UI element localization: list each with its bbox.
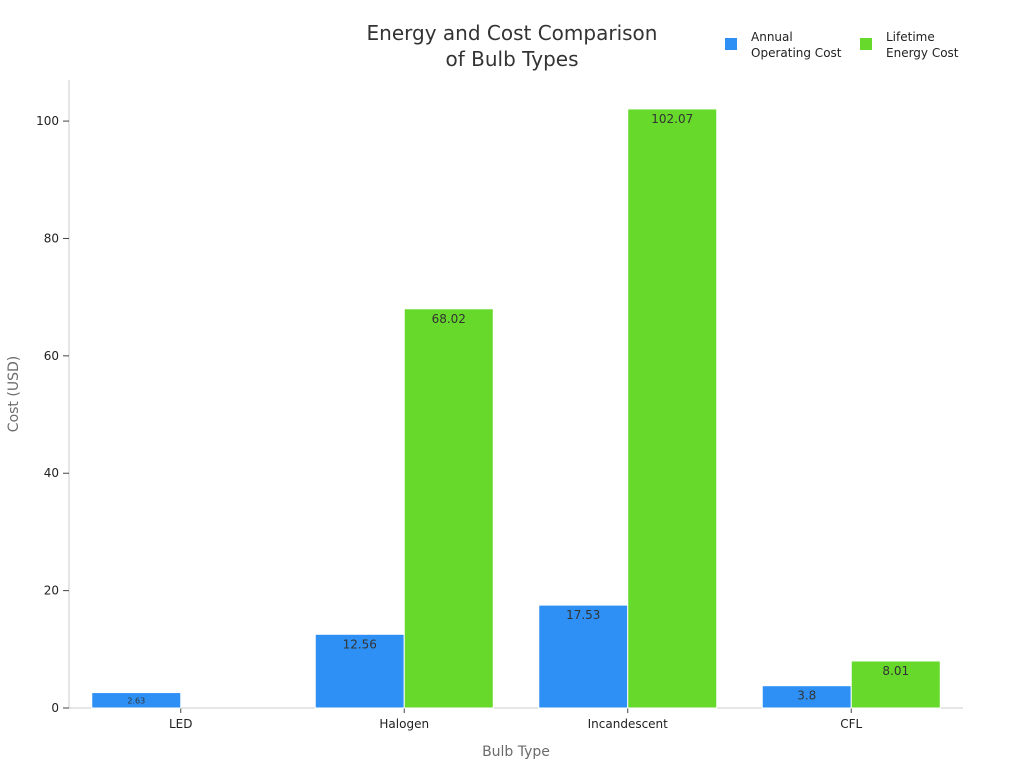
x-axis-label: Bulb Type — [482, 744, 550, 760]
y-axis-label: Cost (USD) — [6, 356, 22, 432]
chart-title-line-1: Energy and Cost Comparison — [367, 21, 658, 45]
data-label: 12.56 — [343, 637, 377, 651]
y-tick-label: 0 — [51, 701, 59, 715]
bar — [403, 308, 494, 709]
x-tick-label: LED — [169, 717, 193, 731]
bar — [850, 660, 941, 709]
legend: Annual Operating Cost Lifetime Energy Co… — [725, 30, 959, 60]
y-tick-label: 100 — [36, 114, 59, 128]
y-tick-label: 40 — [44, 466, 59, 480]
axes: 0 20 40 60 80 100 LED Halogen Incandescent CFL — [36, 80, 963, 731]
data-labels: 2.63 12.56 68.02 17.53 102.07 3.8 8.01 — [127, 112, 909, 705]
bar — [314, 633, 405, 709]
data-label: 3.8 — [797, 689, 816, 703]
chart-title-line-2: of Bulb Types — [446, 47, 579, 71]
bar — [91, 692, 182, 709]
bars — [91, 108, 941, 709]
x-tick-label: Halogen — [379, 717, 429, 731]
legend-swatch-annual — [725, 38, 737, 50]
chart-title: Energy and Cost Comparison of Bulb Types — [367, 21, 658, 71]
legend-swatch-lifetime — [860, 38, 872, 50]
x-tick-label: CFL — [840, 717, 862, 731]
data-label: 2.63 — [127, 696, 145, 705]
x-tick-label: Incandescent — [588, 717, 669, 731]
legend-label-annual-line-2: Operating Cost — [751, 46, 842, 60]
legend-label-annual-line-1: Annual — [751, 30, 793, 44]
y-tick-label: 60 — [44, 349, 59, 363]
legend-label-lifetime-line-1: Lifetime — [886, 30, 935, 44]
y-tick-label: 20 — [44, 584, 59, 598]
data-label: 8.01 — [882, 664, 909, 678]
y-tick-label: 80 — [44, 231, 59, 245]
data-label: 102.07 — [651, 112, 693, 126]
bar — [627, 108, 718, 709]
data-label: 17.53 — [566, 608, 600, 622]
data-label: 68.02 — [432, 312, 466, 326]
legend-label-lifetime-line-2: Energy Cost — [886, 46, 959, 60]
